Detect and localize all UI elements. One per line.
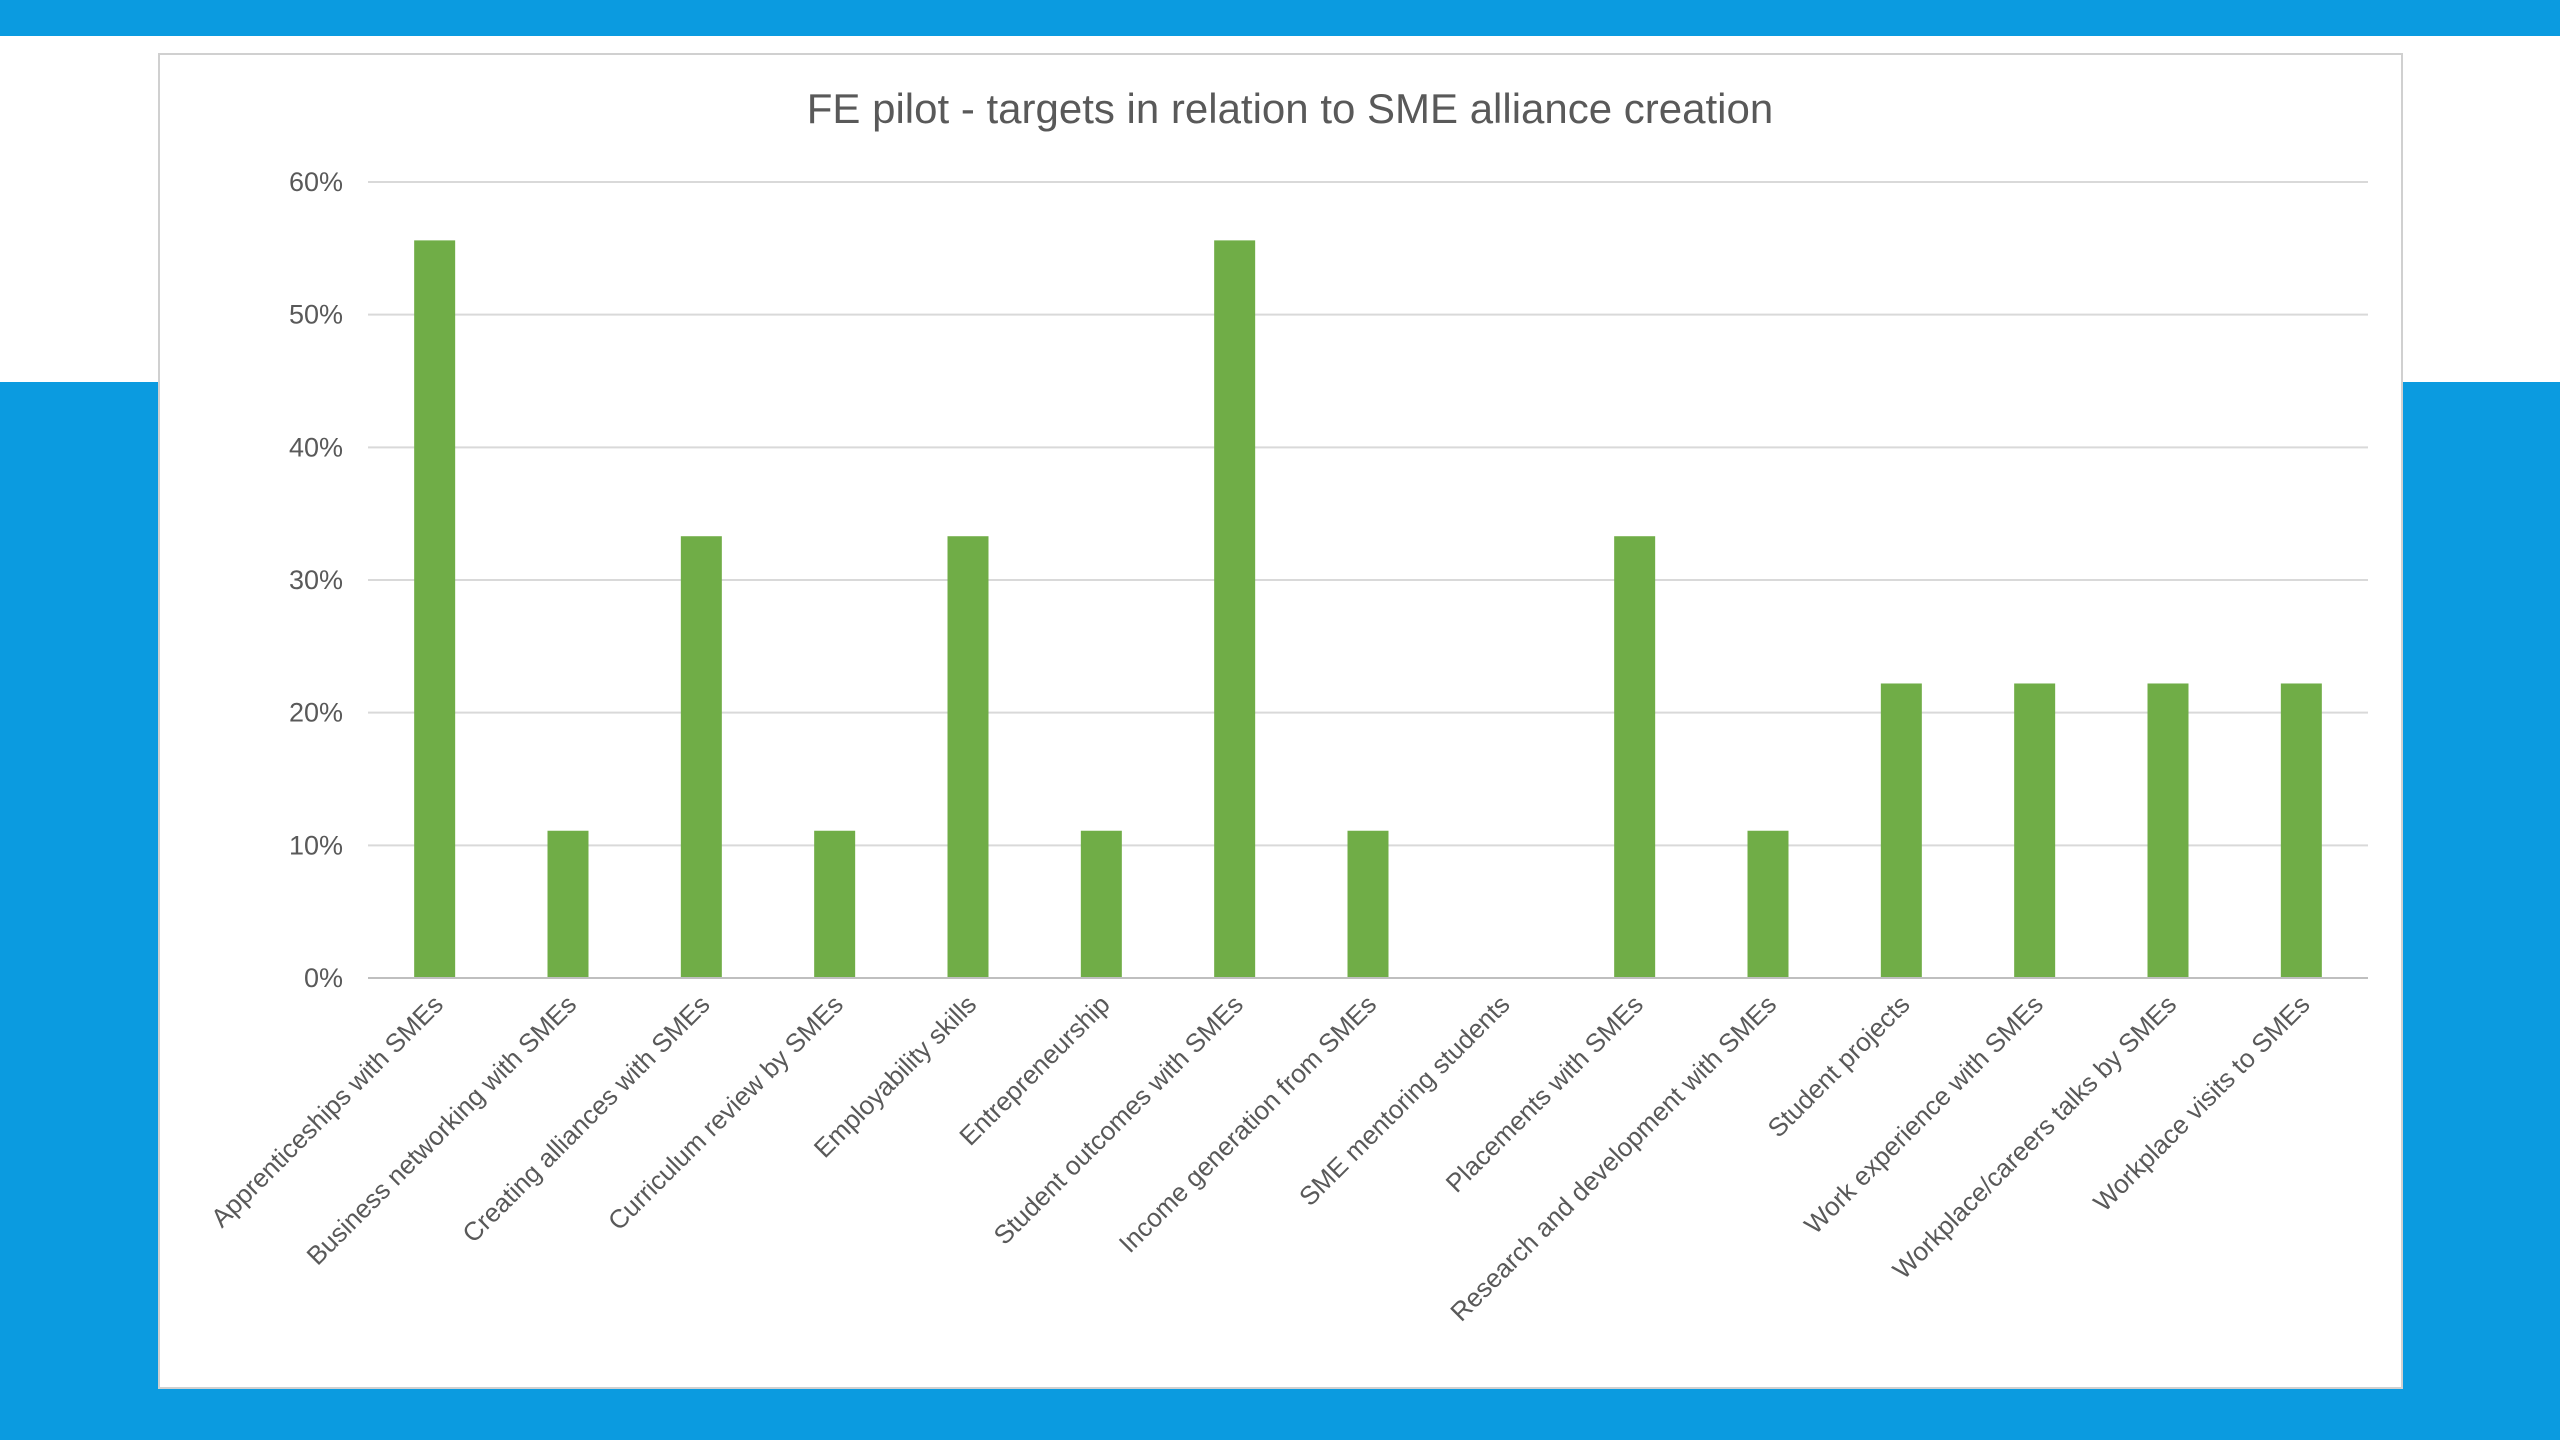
bar: [814, 830, 856, 978]
gridlines: [368, 181, 2368, 847]
background-right-panel: [2402, 36, 2554, 382]
background-top-band: [0, 0, 2560, 36]
x-category-label: Curriculum review by SMEs: [602, 989, 849, 1236]
x-category-label: Student projects: [1762, 989, 1916, 1143]
y-tick-label: 30%: [289, 565, 343, 595]
x-category-label: Workplace visits to SMEs: [2087, 989, 2315, 1217]
bar: [414, 240, 456, 978]
bar: [547, 830, 589, 978]
bar: [2014, 683, 2056, 978]
bar: [1747, 830, 1789, 978]
y-axis-ticks: 0% 10% 20% 30% 40% 50% 60%: [289, 167, 343, 993]
chart-card: FE pilot - targets in relation to SME al…: [158, 53, 2403, 1389]
bar-chart: FE pilot - targets in relation to SME al…: [205, 85, 2368, 1327]
x-category-label: Business networking with SMEs: [300, 989, 582, 1271]
chart-title: FE pilot - targets in relation to SME al…: [807, 85, 1773, 132]
x-category-label: Income generation from SMEs: [1113, 989, 1383, 1259]
bar: [947, 536, 989, 978]
y-tick-label: 40%: [289, 432, 343, 462]
bar: [2280, 683, 2322, 978]
x-category-label: Workplace/careers talks by SMEs: [1887, 989, 2183, 1285]
x-category-label: Creating alliances with SMEs: [456, 989, 715, 1248]
y-tick-label: 10%: [289, 830, 343, 860]
bar: [1347, 830, 1389, 978]
bars: [414, 240, 2322, 978]
y-tick-label: 0%: [304, 963, 343, 993]
bar: [1214, 240, 1256, 978]
y-tick-label: 20%: [289, 698, 343, 728]
bar: [1080, 830, 1122, 978]
x-category-label: Apprenticeships with SMEs: [205, 989, 449, 1233]
bar: [2147, 683, 2189, 978]
y-tick-label: 50%: [289, 300, 343, 330]
bar: [1614, 536, 1656, 978]
y-tick-label: 60%: [289, 167, 343, 197]
bar: [1880, 683, 1922, 978]
x-category-label: Work experience with SMEs: [1798, 989, 2049, 1240]
bar: [680, 536, 722, 978]
x-category-label: Student outcomes with SMEs: [988, 989, 1249, 1250]
